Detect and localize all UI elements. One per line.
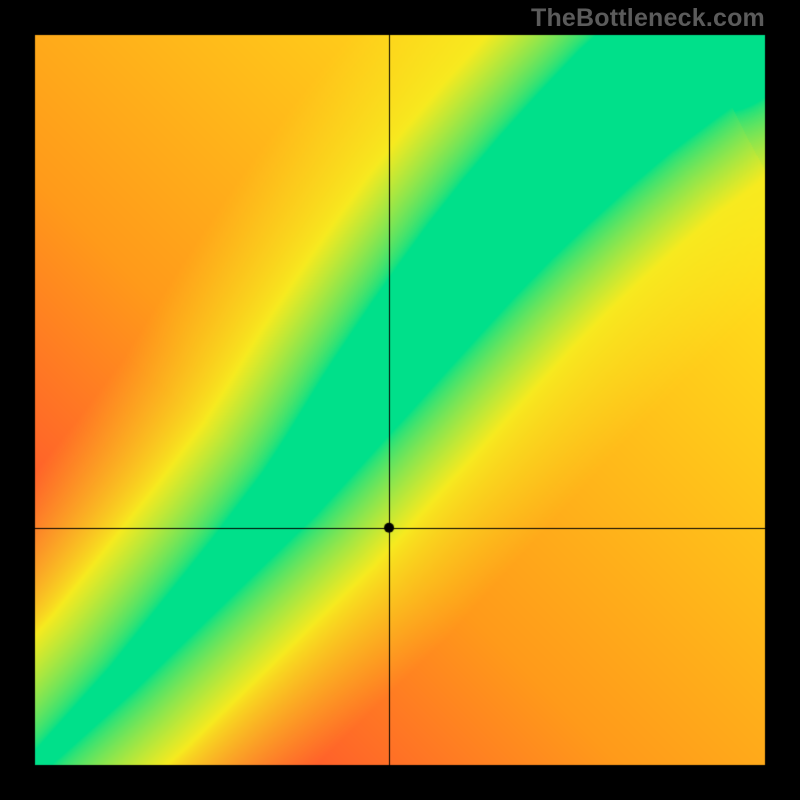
bottleneck-heatmap (0, 0, 800, 800)
watermark-text: TheBottleneck.com (531, 4, 765, 33)
